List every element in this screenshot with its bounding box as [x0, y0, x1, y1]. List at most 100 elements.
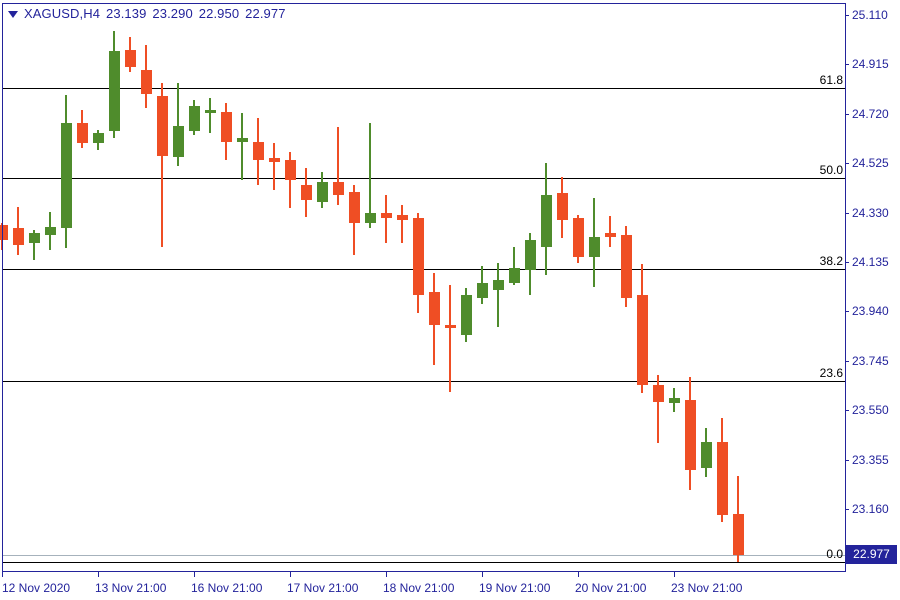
- candle-bull: [701, 442, 712, 468]
- candle-bull: [173, 126, 184, 157]
- candle-bull: [589, 237, 600, 257]
- fib-level-label: 0.0: [826, 547, 843, 561]
- candle-wick: [289, 152, 291, 208]
- candle-bear: [397, 215, 408, 220]
- candle-bear: [221, 112, 232, 142]
- fib-level-line[interactable]: [2, 381, 845, 382]
- candle-bear: [125, 50, 136, 67]
- candle-wick: [161, 83, 163, 247]
- candle-bear: [733, 514, 744, 555]
- candle-bull: [317, 182, 328, 202]
- chart-title: XAGUSD,H4 23.139 23.290 22.950 22.977: [8, 6, 286, 21]
- candle-bull: [493, 280, 504, 290]
- price-axis-tick: [845, 163, 849, 164]
- fib-level-label: 61.8: [819, 73, 843, 87]
- candle-wick: [609, 216, 611, 247]
- price-axis-label: 24.135: [852, 255, 889, 269]
- candle-bear: [333, 182, 344, 195]
- candle-bear: [381, 213, 392, 218]
- candle-bear: [685, 400, 696, 470]
- candle-bull: [61, 123, 72, 228]
- price-axis-tick: [845, 361, 849, 362]
- ohlc-open: 23.139: [106, 6, 147, 21]
- candle-bear: [269, 158, 280, 162]
- candle-bull: [189, 106, 200, 131]
- candle-wick: [401, 205, 403, 243]
- time-axis-label: 12 Nov 2020: [2, 581, 71, 595]
- symbol-timeframe-label: XAGUSD,H4: [24, 6, 101, 21]
- price-axis-label: 23.550: [852, 403, 889, 417]
- candle-wick: [385, 195, 387, 243]
- candle-bear: [605, 233, 616, 237]
- time-axis-tick: [482, 571, 483, 577]
- price-axis-label: 24.525: [852, 156, 889, 170]
- price-axis-tick: [845, 410, 849, 411]
- time-axis-tick: [194, 571, 195, 577]
- price-axis[interactable]: 25.110 24.915 24.720 24.525 24.330 24.135 23.9…: [845, 0, 900, 571]
- time-axis-tick: [578, 571, 579, 577]
- candle-bear: [141, 70, 152, 94]
- fib-level-line[interactable]: [2, 562, 845, 563]
- symbol-dropdown-icon[interactable]: [8, 10, 18, 18]
- candle-bear: [557, 193, 568, 220]
- time-axis-tick: [290, 571, 291, 577]
- candle-bear: [301, 185, 312, 200]
- candle-bull: [541, 195, 552, 247]
- candle-wick: [497, 263, 499, 327]
- time-axis-tick: [98, 571, 99, 577]
- fib-level-label: 23.6: [819, 366, 843, 380]
- candle-wick: [449, 285, 451, 392]
- time-axis-tick: [386, 571, 387, 577]
- price-axis-tick: [845, 114, 849, 115]
- candle-bear: [429, 292, 440, 325]
- chart-border-left: [2, 3, 3, 571]
- candle-bull: [461, 295, 472, 335]
- time-axis-label: 18 Nov 21:00: [383, 581, 455, 595]
- price-axis-tick: [845, 509, 849, 510]
- time-axis-label: 13 Nov 21:00: [95, 581, 167, 595]
- time-axis-tick: [2, 571, 3, 577]
- candle-wick: [209, 98, 211, 133]
- candle-wick: [369, 123, 371, 228]
- candle-bull: [477, 283, 488, 298]
- candle-wick: [177, 83, 179, 166]
- fib-level-label: 38.2: [819, 254, 843, 268]
- price-axis-tick: [845, 64, 849, 65]
- time-axis-label: 23 Nov 21:00: [671, 581, 743, 595]
- candle-bear: [0, 225, 8, 240]
- candle-bear: [157, 96, 168, 156]
- candle-bull: [365, 213, 376, 223]
- time-axis-label: 17 Nov 21:00: [287, 581, 359, 595]
- time-axis-label: 19 Nov 21:00: [479, 581, 551, 595]
- price-axis-tick: [845, 262, 849, 263]
- price-axis-label: 24.720: [852, 107, 889, 121]
- candle-wick: [241, 113, 243, 180]
- ohlc-high: 23.290: [152, 6, 193, 21]
- candle-bear: [413, 218, 424, 295]
- candle-bull: [205, 110, 216, 113]
- time-axis[interactable]: 12 Nov 2020 13 Nov 21:00 16 Nov 21:00 17 No…: [0, 571, 900, 600]
- candle-bear: [349, 192, 360, 223]
- candle-bull: [509, 268, 520, 283]
- candle-bear: [77, 123, 88, 143]
- fib-level-line[interactable]: [2, 88, 845, 89]
- candle-wick: [273, 143, 275, 190]
- fib-level-label: 50.0: [819, 163, 843, 177]
- price-axis-label: 23.745: [852, 354, 889, 368]
- candle-bull: [525, 240, 536, 270]
- candle-bull: [29, 233, 40, 243]
- price-axis-label: 24.915: [852, 57, 889, 71]
- time-axis-tick: [674, 571, 675, 577]
- current-price-tag: 22.977: [846, 545, 897, 564]
- candle-bear: [285, 160, 296, 180]
- candle-wick: [337, 127, 339, 205]
- candle-wick: [33, 230, 35, 260]
- candle-bear: [717, 442, 728, 515]
- fib-level-line[interactable]: [2, 178, 845, 179]
- price-axis-label: 24.330: [852, 206, 889, 220]
- candle-bull: [109, 51, 120, 131]
- price-axis-label: 23.940: [852, 304, 889, 318]
- time-axis-label: 16 Nov 21:00: [191, 581, 263, 595]
